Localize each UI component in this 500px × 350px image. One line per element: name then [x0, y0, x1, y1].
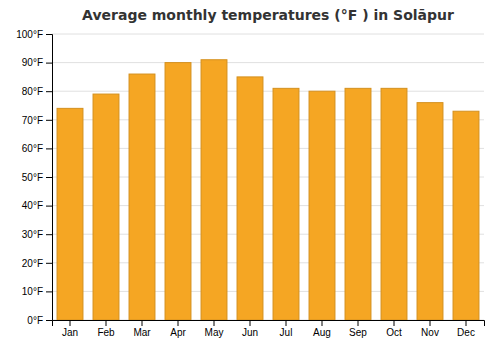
x-tick-label: Aug: [313, 327, 331, 338]
y-tick-label: 20°F: [22, 258, 43, 269]
x-tick: Jan: [62, 320, 78, 338]
x-tick-mark: [70, 320, 71, 326]
axis-line: [46, 35, 53, 321]
y-tick: 10°F: [22, 286, 52, 297]
x-tick-label: Apr: [170, 327, 186, 338]
y-tick-mark: [46, 91, 52, 92]
axis-line: [53, 321, 485, 327]
x-tick: Nov: [421, 320, 439, 338]
x-axis: Jan Feb Mar Apr May Jun Jul Aug Sep Oct Nov Dec: [53, 320, 485, 338]
x-tick-mark: [322, 320, 323, 326]
bar: [237, 77, 263, 320]
bar: [57, 108, 83, 320]
y-tick: 80°F: [22, 86, 52, 97]
y-tick-label: 10°F: [22, 286, 43, 297]
x-tick-mark: [466, 320, 467, 326]
grid-line: [52, 91, 484, 92]
x-tick-mark: [142, 320, 143, 326]
y-tick: 0°F: [27, 315, 52, 326]
y-tick-mark: [46, 234, 52, 235]
x-tick-mark: [106, 320, 107, 326]
bar: [273, 88, 299, 320]
y-axis: 0°F 10°F 20°F 30°F 40°F 50°F 60°F 70°F 80°F 90°F 1…: [16, 29, 52, 326]
y-tick: 100°F: [16, 29, 52, 40]
x-tick-label: Jan: [62, 327, 78, 338]
grid-line: [52, 34, 484, 35]
x-tick-label: May: [205, 327, 224, 338]
y-tick-label: 30°F: [22, 229, 43, 240]
chart-container: Jan Feb Mar Apr May Jun Jul Aug Sep Oct Nov Dec 0°F 1…: [0, 0, 500, 350]
bar: [165, 63, 191, 320]
y-tick-label: 90°F: [22, 57, 43, 68]
y-tick: 70°F: [22, 115, 52, 126]
y-tick-mark: [46, 320, 52, 321]
y-tick: 30°F: [22, 229, 52, 240]
x-tick-mark: [286, 320, 287, 326]
x-tick-label: Jun: [242, 327, 258, 338]
bar: [201, 60, 227, 320]
y-tick-label: 0°F: [27, 315, 43, 326]
x-tick: Feb: [97, 320, 115, 338]
x-tick-label: Jul: [280, 327, 293, 338]
chart-title: Average monthly temperatures (°F ) in So…: [82, 7, 454, 23]
x-tick: Jun: [242, 320, 258, 338]
grid-line: [52, 62, 484, 63]
y-tick: 90°F: [22, 57, 52, 68]
bar: [93, 94, 119, 320]
y-tick: 60°F: [22, 143, 52, 154]
y-tick-mark: [46, 177, 52, 178]
y-tick-mark: [46, 206, 52, 207]
y-tick-mark: [46, 34, 52, 35]
x-tick: Sep: [349, 320, 367, 338]
y-tick-label: 60°F: [22, 143, 43, 154]
y-tick-label: 100°F: [16, 29, 43, 40]
x-tick: Apr: [170, 320, 186, 338]
chart-svg: Jan Feb Mar Apr May Jun Jul Aug Sep Oct Nov Dec 0°F 1…: [0, 0, 500, 350]
x-tick-label: Mar: [133, 327, 151, 338]
bar: [453, 111, 479, 320]
x-tick-label: Oct: [386, 327, 402, 338]
x-tick-mark: [250, 320, 251, 326]
x-tick-label: Dec: [457, 327, 475, 338]
y-tick-mark: [46, 148, 52, 149]
bar: [345, 88, 371, 320]
plot-area: Jan Feb Mar Apr May Jun Jul Aug Sep Oct Nov Dec 0°F 1…: [16, 29, 484, 338]
y-tick-mark: [46, 120, 52, 121]
x-tick-mark: [214, 320, 215, 326]
y-tick-label: 80°F: [22, 86, 43, 97]
x-tick-label: Sep: [349, 327, 367, 338]
y-tick-mark: [46, 263, 52, 264]
x-tick-mark: [178, 320, 179, 326]
y-tick-label: 40°F: [22, 200, 43, 211]
x-tick-label: Nov: [421, 327, 439, 338]
y-tick-label: 50°F: [22, 172, 43, 183]
x-tick-label: Feb: [97, 327, 115, 338]
bar: [381, 88, 407, 320]
x-tick: Jul: [280, 320, 293, 338]
x-tick: Aug: [313, 320, 331, 338]
bar: [129, 74, 155, 320]
x-tick-mark: [358, 320, 359, 326]
y-tick-label: 70°F: [22, 115, 43, 126]
y-tick-mark: [46, 63, 52, 64]
y-tick: 40°F: [22, 200, 52, 211]
bar: [309, 91, 335, 320]
y-tick-mark: [46, 291, 52, 292]
bars: [57, 60, 479, 320]
y-tick: 20°F: [22, 258, 52, 269]
x-tick: May: [205, 320, 224, 338]
x-tick-mark: [430, 320, 431, 326]
x-tick: Dec: [457, 320, 475, 338]
x-tick-mark: [394, 320, 395, 326]
bar: [417, 103, 443, 320]
x-tick: Mar: [133, 320, 151, 338]
grid: [52, 34, 484, 320]
x-tick: Oct: [386, 320, 402, 338]
y-tick: 50°F: [22, 172, 52, 183]
